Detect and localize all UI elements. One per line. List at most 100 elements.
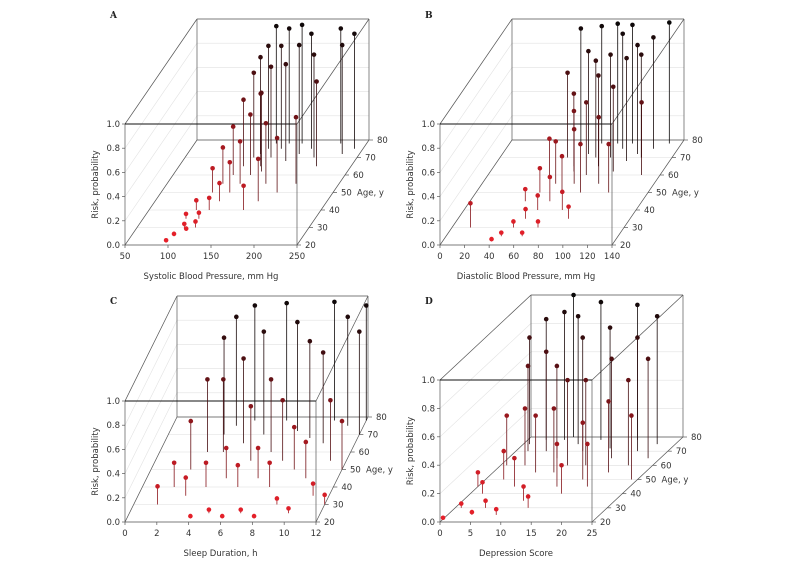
- data-point: [357, 329, 362, 334]
- side-gridline: [439, 43, 513, 149]
- x-tick-label: 120: [579, 252, 595, 262]
- data-point: [339, 418, 345, 424]
- data-point: [259, 90, 264, 96]
- data-point: [571, 108, 577, 114]
- data-point: [258, 54, 263, 60]
- age-tick-label: 30: [632, 224, 643, 234]
- data-point: [440, 515, 446, 521]
- data-point: [268, 64, 274, 70]
- data-point: [248, 404, 254, 409]
- data-point: [203, 460, 209, 466]
- age-tick-label: 40: [644, 206, 655, 216]
- data-point: [533, 413, 538, 418]
- data-point: [559, 189, 565, 195]
- data-point: [571, 292, 576, 298]
- data-point: [237, 139, 243, 144]
- data-point: [667, 20, 672, 25]
- data-point: [279, 43, 284, 49]
- panel-c: 0 2 4 6 8 10 12 0.0 0.2 0.4 0.6 0.8 1.0 20 30 40 50 60 70 8…: [91, 295, 393, 559]
- z-tick-label: 0.4: [106, 470, 120, 480]
- age-tick-label: 50: [350, 466, 361, 476]
- data-point: [565, 377, 570, 383]
- z-tick-label: 1.0: [106, 120, 120, 130]
- x-tick-label: 0: [122, 529, 127, 539]
- data-point: [328, 397, 333, 403]
- data-point: [241, 183, 246, 189]
- data-point: [586, 48, 591, 54]
- data-point: [521, 484, 526, 489]
- box-edge-bottom: [439, 139, 513, 246]
- data-point: [221, 377, 226, 382]
- data-point: [206, 507, 212, 512]
- data-point: [206, 195, 212, 201]
- data-point: [252, 303, 258, 308]
- data-point: [483, 498, 488, 504]
- data-point: [626, 377, 631, 383]
- data-point: [608, 52, 613, 57]
- data-point: [527, 335, 532, 340]
- data-point: [525, 494, 531, 499]
- side-gridline: [439, 67, 513, 173]
- x-tick-label: 12: [311, 529, 322, 539]
- side-gridline: [124, 91, 198, 197]
- data-point: [307, 338, 313, 344]
- age-tick-label: 70: [680, 154, 691, 164]
- data-point: [311, 52, 317, 57]
- data-point: [217, 180, 222, 186]
- x-tick-label: 10: [279, 529, 290, 539]
- z-tick-label: 0.4: [421, 193, 435, 203]
- age-tick-label: 50: [646, 476, 657, 486]
- z-tick-label: 0.8: [106, 421, 120, 431]
- x-tick-label: 20: [459, 252, 470, 262]
- x-tick-label: 250: [289, 252, 305, 262]
- x-tick-label: 100: [555, 252, 571, 262]
- age-tick-label: 30: [317, 224, 328, 234]
- z-tick-label: 0.4: [421, 461, 435, 471]
- box-edge-top: [124, 295, 178, 402]
- data-point: [638, 52, 644, 57]
- data-point: [220, 145, 226, 150]
- data-point: [261, 329, 267, 334]
- data-point: [635, 302, 640, 308]
- data-point: [255, 156, 261, 162]
- x-tick-label: 140: [604, 252, 620, 262]
- side-gridline: [124, 392, 178, 498]
- data-point: [339, 42, 345, 48]
- data-point: [522, 406, 528, 411]
- z-tick-label: 0.2: [106, 494, 120, 504]
- panel-letter: C: [110, 297, 117, 307]
- x-tick-label: 0: [437, 252, 442, 262]
- data-point: [562, 309, 567, 315]
- age-tick-label: 30: [333, 501, 344, 511]
- data-point: [255, 445, 261, 451]
- data-point: [522, 186, 528, 192]
- data-point: [345, 314, 351, 320]
- data-point: [598, 299, 604, 305]
- z-tick-label: 0.8: [421, 404, 435, 414]
- z-tick-label: 0.0: [421, 241, 435, 251]
- data-point: [475, 470, 481, 475]
- side-gridline: [439, 323, 532, 409]
- x-axis-label: Sleep Duration, h: [183, 549, 257, 559]
- data-point: [615, 21, 621, 27]
- data-point: [332, 299, 337, 305]
- box-edge-top: [296, 18, 370, 125]
- age-tick-label: 60: [668, 171, 679, 181]
- panel-d: 0 5 10 15 20 250.00.20.40.60.81.0203040506070…: [406, 292, 702, 559]
- z-axis-label: Risk, probability: [91, 150, 101, 218]
- x-tick-label: 80: [533, 252, 544, 262]
- data-point: [219, 513, 225, 519]
- z-tick-label: 0.2: [106, 217, 120, 227]
- data-point: [523, 206, 528, 212]
- data-point: [263, 120, 269, 126]
- z-tick-label: 1.0: [421, 376, 435, 386]
- data-point: [593, 58, 599, 63]
- data-point: [266, 43, 271, 49]
- age-tick-label: 50: [341, 189, 352, 199]
- side-gridline: [124, 368, 178, 474]
- data-point: [291, 424, 297, 430]
- age-tick-label: 60: [359, 448, 370, 458]
- age-axis-label: Age, y: [662, 476, 689, 486]
- box-edge-top: [439, 18, 513, 125]
